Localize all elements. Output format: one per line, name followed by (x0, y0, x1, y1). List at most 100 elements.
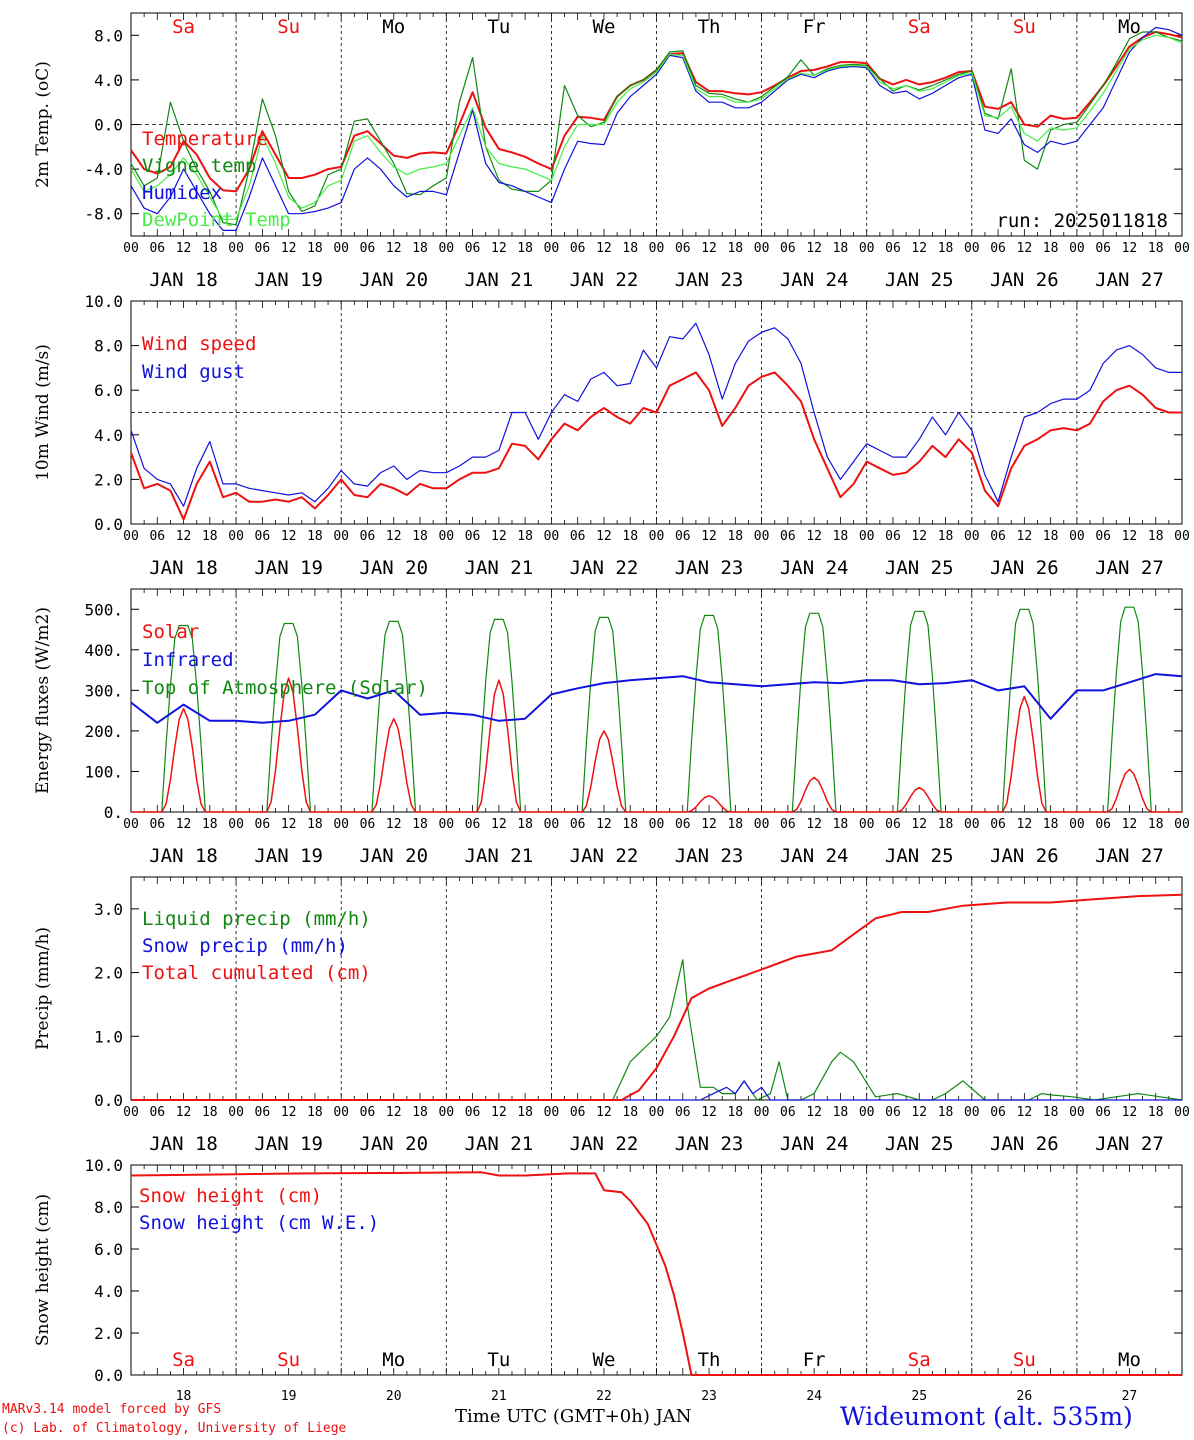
date-label: JAN 21 (465, 845, 534, 867)
hour-label: 00 (333, 241, 349, 256)
panel-4: 0.0 1.0 2.0 3.0 Precip (mm/h) Liquid precip (… (33, 876, 1190, 1155)
hour-label: 12 (1122, 1105, 1138, 1120)
hour-label: 06 (360, 241, 376, 256)
panel-1: -8.0 -4.0 0.0 4.0 8.0 2m Temp. (oC) Temperatur… (33, 12, 1190, 291)
hour-label: 18 (517, 529, 533, 544)
day-name: Su (277, 16, 300, 38)
date-label: JAN 20 (359, 269, 428, 291)
hour-label: 12 (386, 241, 402, 256)
hour-label: 18 (727, 1105, 743, 1120)
hour-label: 00 (649, 1105, 665, 1120)
hour-label: 12 (281, 1105, 297, 1120)
hour-label: 00 (123, 1105, 139, 1120)
legend-entry: Vigne temp (142, 155, 256, 177)
series-line-liquid-precip-mm-h- (131, 959, 1183, 1101)
hour-label: 18 (517, 817, 533, 832)
legend-entry: Wind gust (142, 361, 245, 383)
day-number: 27 (1122, 1389, 1138, 1404)
hour-label: 12 (806, 817, 822, 832)
hour-label: 00 (1174, 241, 1190, 256)
hour-label: 12 (1017, 241, 1033, 256)
hour-label: 12 (1122, 241, 1138, 256)
hour-label: 18 (622, 817, 638, 832)
day-name: Mo (1118, 1349, 1141, 1371)
hour-label: 18 (412, 529, 428, 544)
hour-label: 12 (596, 1105, 612, 1120)
hour-label: 00 (859, 529, 875, 544)
y-axis-title: Snow height (cm) (33, 1194, 53, 1346)
hour-label: 12 (386, 529, 402, 544)
y-tick-label: 0.0 (94, 1091, 123, 1110)
series-line-vigne-temp (130, 31, 1183, 226)
plot-frame (130, 588, 1183, 813)
hour-label: 12 (1017, 817, 1033, 832)
y-tick-label: 10.0 (84, 292, 123, 311)
series-line-dewpoint-temp (130, 34, 1183, 220)
hour-label: 06 (780, 1105, 796, 1120)
day-name: Su (1013, 16, 1036, 38)
date-label: JAN 26 (990, 845, 1059, 867)
hour-label: 18 (412, 817, 428, 832)
legend-entry: DewPoint Temp (142, 209, 291, 231)
hour-label: 18 (727, 817, 743, 832)
y-tick-label: 1.0 (94, 1027, 123, 1046)
hour-label: 00 (438, 1105, 454, 1120)
hour-label: 00 (754, 241, 770, 256)
hour-label: 12 (491, 1105, 507, 1120)
hour-label: 00 (1069, 241, 1085, 256)
hour-label: 18 (1043, 817, 1059, 832)
day-name: Mo (382, 16, 405, 38)
hour-label: 18 (938, 1105, 954, 1120)
hour-label: 18 (833, 817, 849, 832)
legend-entry: Solar (142, 621, 199, 643)
infrared-line (130, 673, 1183, 724)
hour-label: 06 (675, 1105, 691, 1120)
hour-label: 18 (1148, 817, 1164, 832)
hour-label: 06 (149, 529, 165, 544)
day-name: We (593, 1349, 616, 1371)
hour-label: 12 (701, 241, 717, 256)
hour-label: 12 (1122, 817, 1138, 832)
hour-label: 06 (255, 241, 271, 256)
station-label: Wideumont (alt. 535m) (840, 1402, 1133, 1431)
hour-label: 06 (990, 1105, 1006, 1120)
hour-label: 06 (255, 1105, 271, 1120)
date-label: JAN 23 (675, 557, 744, 579)
hour-label: 06 (255, 529, 271, 544)
day-name: Mo (1118, 16, 1141, 38)
hour-label: 18 (833, 241, 849, 256)
hour-label: 00 (1069, 529, 1085, 544)
hour-label: 12 (281, 241, 297, 256)
y-tick-label: 300. (84, 681, 123, 700)
series-solar (131, 677, 1182, 813)
hour-label: 18 (307, 529, 323, 544)
hour-label: 18 (202, 1105, 218, 1120)
hour-label: 06 (570, 817, 586, 832)
hour-label: 00 (438, 241, 454, 256)
panel-2: 0.0 2.0 4.0 6.0 8.0 10.0 10m Wind (m/s) Wind sp… (33, 292, 1190, 579)
hour-label: 18 (1043, 529, 1059, 544)
hour-label: 06 (780, 241, 796, 256)
y-axis-title: 2m Temp. (oC) (33, 61, 53, 188)
hour-label: 18 (202, 817, 218, 832)
hour-label: 06 (360, 1105, 376, 1120)
hour-label: 06 (465, 241, 481, 256)
hour-label: 00 (123, 817, 139, 832)
hour-label: 12 (701, 529, 717, 544)
hour-label: 06 (1095, 1105, 1111, 1120)
model-credit: MARv3.14 model forced by GFS (2, 1402, 222, 1417)
day-name: Fr (803, 1349, 826, 1371)
hour-label: 12 (911, 817, 927, 832)
hour-label: 12 (386, 1105, 402, 1120)
date-label: JAN 27 (1095, 845, 1164, 867)
hour-label: 18 (622, 529, 638, 544)
hour-label: 12 (1122, 529, 1138, 544)
hour-label: 00 (1174, 529, 1190, 544)
date-label: JAN 24 (780, 845, 849, 867)
hour-label: 00 (544, 1105, 560, 1120)
hour-label: 06 (780, 529, 796, 544)
hour-label: 00 (333, 817, 349, 832)
day-name: Fr (803, 16, 826, 38)
hour-label: 12 (1017, 529, 1033, 544)
